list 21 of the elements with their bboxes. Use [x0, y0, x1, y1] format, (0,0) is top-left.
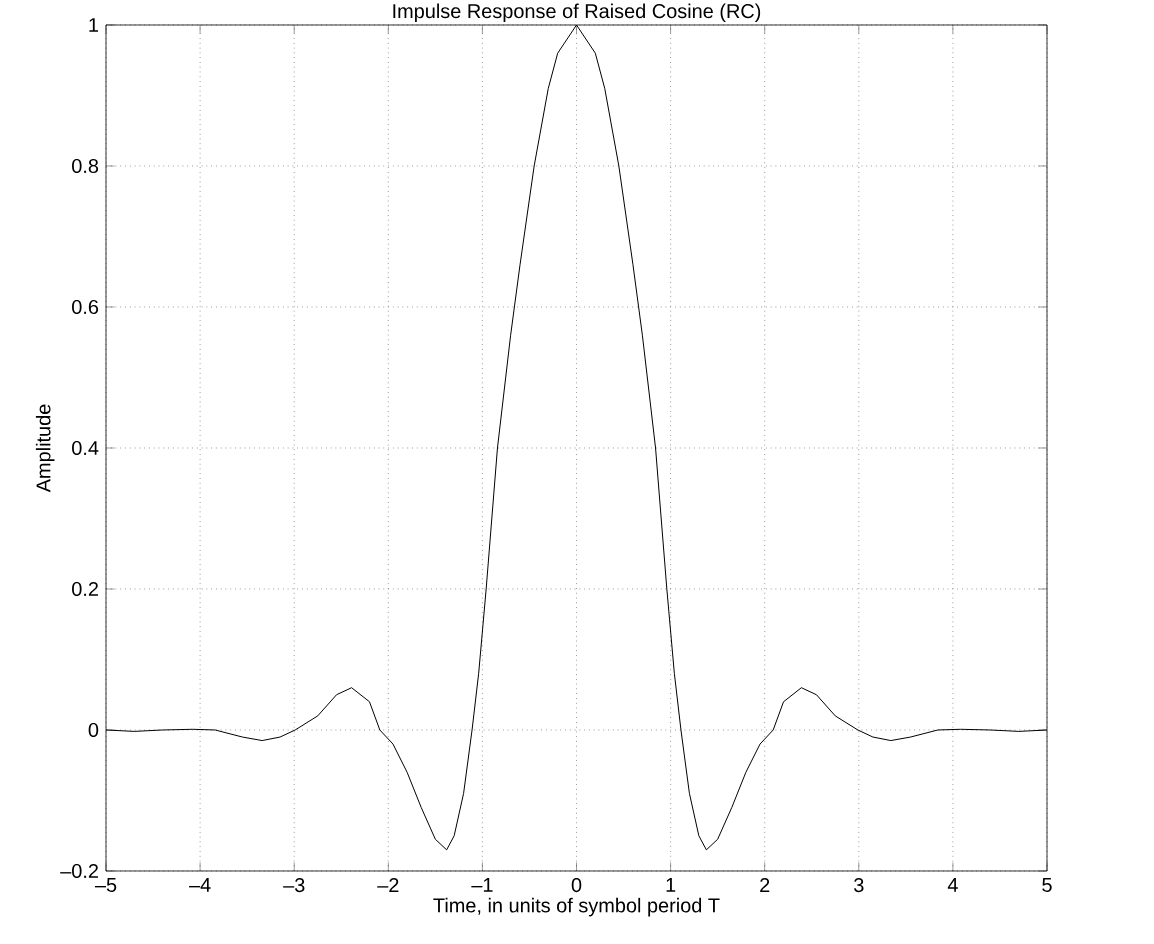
x-tick-label: 4	[947, 878, 958, 892]
y-tick-label: 0.6	[72, 299, 99, 315]
x-tick-label: 3	[854, 878, 864, 893]
y-tick-label: 1	[89, 18, 98, 32]
chart-title: Impulse Response of Raised Cosine (RC)	[393, 3, 761, 23]
x-tick-label: 5	[1042, 878, 1052, 892]
x-tick-label: 2	[760, 878, 770, 892]
y-tick-label: 0	[88, 722, 99, 738]
x-tick-label: –4	[189, 878, 211, 892]
y-axis-title: Amplitude	[35, 404, 55, 493]
x-tick-label: 1	[666, 878, 676, 892]
x-tick-label: 0	[571, 878, 582, 893]
y-tick-label: 0.4	[72, 440, 99, 456]
x-tick-label: –2	[377, 878, 399, 892]
x-axis-title: Time, in units of symbol period T	[433, 897, 720, 917]
x-tick-label: –5	[94, 878, 117, 892]
x-tick-label: –1	[471, 878, 493, 892]
y-tick-label: 0.8	[72, 158, 99, 174]
y-tick-label: 0.2	[72, 581, 98, 597]
x-tick-label: –3	[283, 878, 305, 893]
y-tick-label: –0.2	[60, 863, 98, 879]
